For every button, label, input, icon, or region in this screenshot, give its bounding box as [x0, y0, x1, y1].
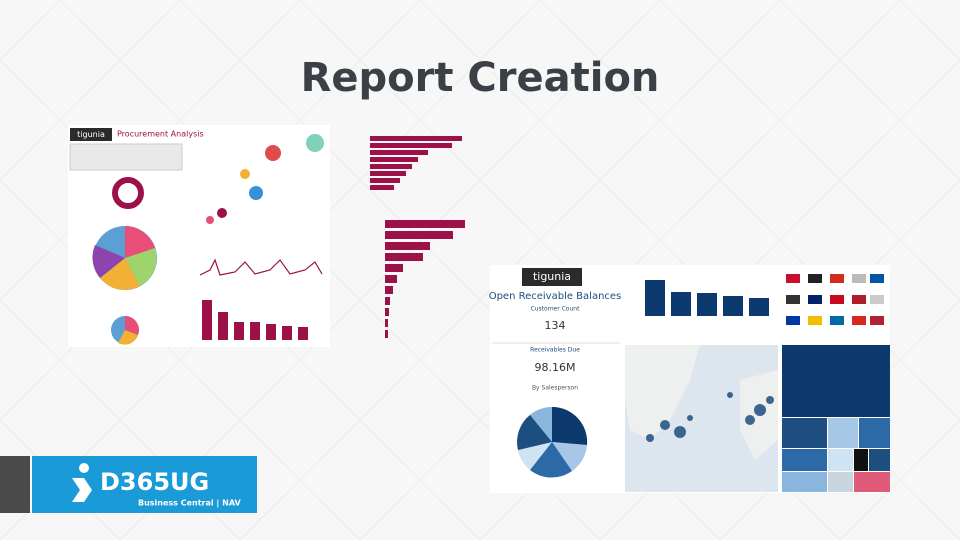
line-chart: [199, 258, 323, 276]
logo-box: [32, 456, 257, 513]
map-points: [646, 392, 774, 442]
scatter: [206, 134, 324, 224]
treemap: [782, 345, 890, 492]
donut: [112, 177, 144, 209]
logo-name: D365UG: [100, 468, 209, 496]
receivables: 98.16M: [535, 361, 576, 374]
dashboard-title: Procurement Analysis: [117, 130, 204, 139]
brand: tigunia: [533, 270, 571, 283]
left-dashboard: tigunia Procurement Analysis: [68, 125, 465, 347]
salesperson-pie: [517, 406, 588, 478]
brand-box: [522, 268, 582, 286]
column-chart: [645, 280, 769, 316]
dashboard-title: Open Receivable Balances: [489, 291, 622, 302]
logo-tagline: Business Central | NAV: [138, 499, 241, 508]
column-chart: [202, 300, 308, 340]
logo-bar: [0, 456, 30, 513]
logo-icon: [72, 463, 92, 502]
right-dashboard: tigunia Open Receivable Balances Custome…: [489, 265, 890, 493]
brand-box: [70, 128, 112, 141]
slide-title: Report Creation: [301, 55, 660, 101]
customer-count: 134: [545, 319, 566, 332]
horizontal-bars-bottom: [385, 220, 465, 338]
horizontal-bars-top: [370, 136, 462, 190]
pie: [92, 226, 157, 290]
flags: [786, 274, 884, 325]
receivables-label: Receivables Due: [530, 347, 580, 354]
filter-box: [69, 143, 183, 171]
map-land: [625, 345, 700, 440]
customer-count-label: Customer Count: [531, 306, 581, 313]
brand: tigunia: [77, 130, 105, 139]
pie-label: By Salesperson: [532, 385, 578, 392]
small-pie: [111, 316, 139, 345]
